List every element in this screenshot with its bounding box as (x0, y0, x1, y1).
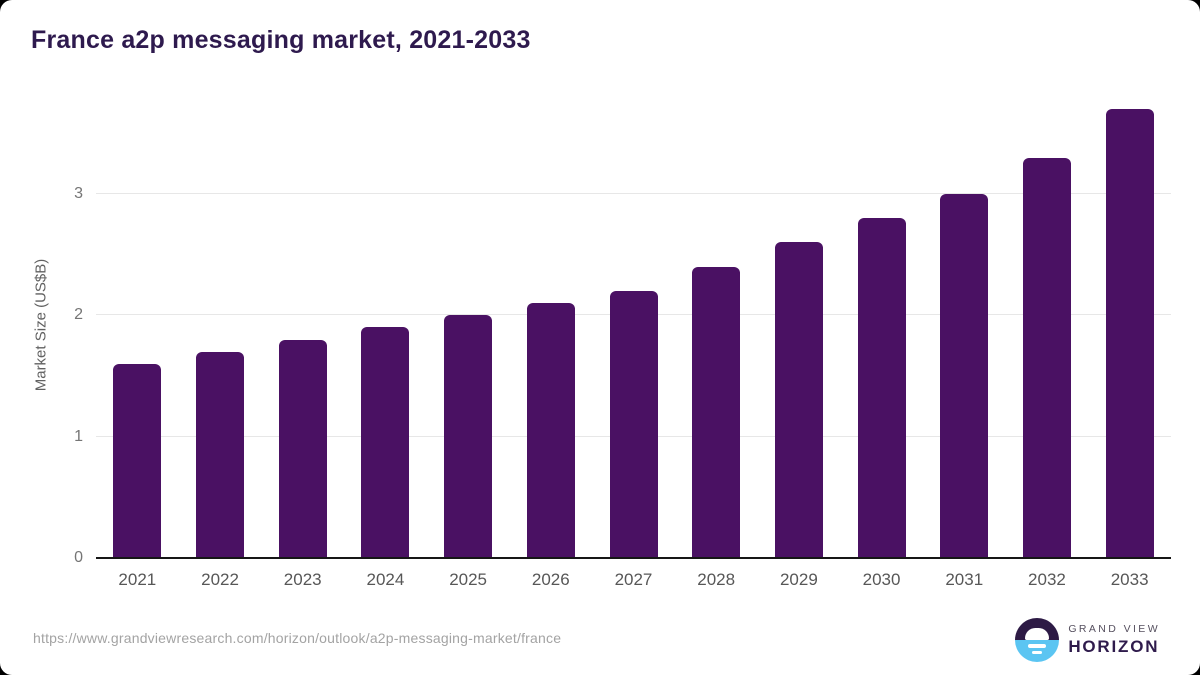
x-tick-label: 2031 (945, 570, 984, 589)
horizon-sunrise-icon (1015, 618, 1060, 662)
bar-2021 (113, 363, 162, 558)
sun-reflection-line-icon (1028, 644, 1047, 648)
x-tick-label: 2022 (201, 570, 239, 589)
bar-2028 (692, 266, 741, 558)
y-axis-title: Market Size (US$B) (32, 258, 50, 392)
bar-2032 (1022, 157, 1071, 558)
bar-2024 (361, 327, 410, 558)
x-tick-label: 2025 (449, 570, 488, 589)
y-tick-label: 3 (74, 184, 83, 202)
x-tick-label: 2029 (779, 570, 818, 589)
bar-2030 (857, 218, 906, 558)
bar-2022 (196, 351, 245, 558)
x-tick-label: 2028 (697, 570, 736, 589)
source-url: https://www.grandviewresearch.com/horizo… (33, 630, 562, 646)
bar-2027 (609, 291, 658, 558)
x-tick-label: 2026 (531, 570, 570, 589)
x-tick-label: 2024 (366, 570, 405, 589)
x-axis-line (96, 557, 1171, 559)
logo-brand-line2: HORIZON (1068, 637, 1160, 656)
x-tick-label: 2033 (1110, 570, 1149, 589)
bar-2031 (940, 193, 989, 558)
y-tick-label: 1 (74, 427, 83, 445)
chart-title: France a2p messaging market, 2021-2033 (31, 26, 531, 54)
bar-2033 (1105, 109, 1154, 558)
x-tick-label: 2030 (862, 570, 901, 589)
sun-reflection-line-icon (1032, 651, 1043, 654)
logo-brand-line1: GRAND VIEW (1068, 623, 1160, 635)
bar-2029 (774, 242, 823, 558)
bar-2026 (526, 303, 575, 558)
gridline (96, 192, 1171, 194)
x-tick-label: 2023 (283, 570, 322, 589)
y-tick-label: 2 (74, 306, 83, 324)
bar-2023 (278, 339, 327, 558)
bar-2025 (444, 315, 493, 558)
x-tick-label: 2032 (1028, 570, 1066, 589)
x-tick-label: 2021 (118, 570, 157, 589)
logo-text: GRAND VIEW HORIZON (1068, 623, 1160, 657)
grand-view-horizon-logo: GRAND VIEW HORIZON (1015, 618, 1160, 662)
x-tick-label: 2027 (614, 570, 653, 589)
sun-icon (1025, 628, 1050, 640)
plot-area: 0 1 2 3 2021 2022 2023 2024 2025 2026 2027 2028 2029… (74, 92, 1171, 589)
y-tick-label: 0 (74, 549, 83, 566)
